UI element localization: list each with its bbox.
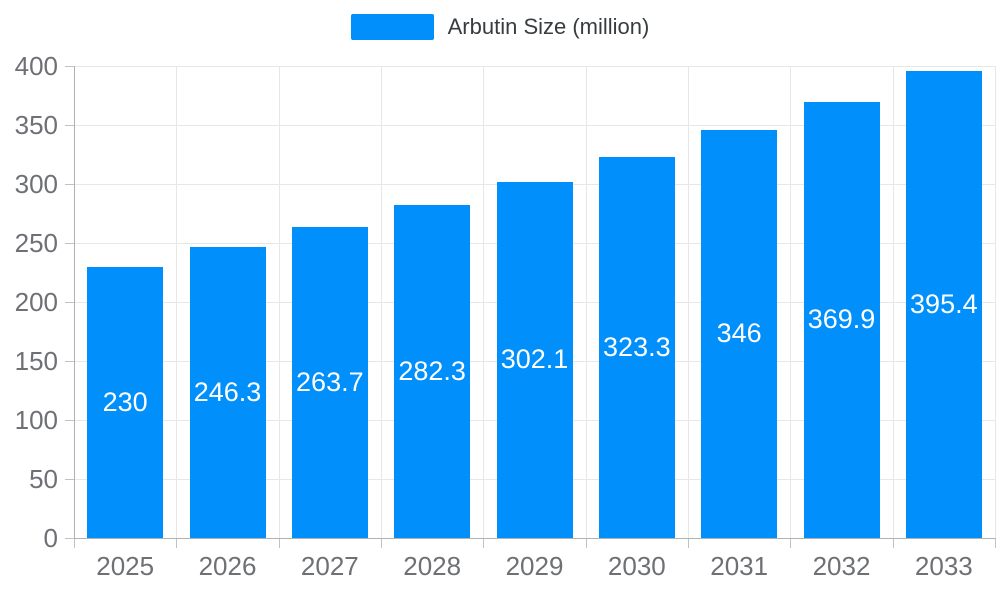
- bar-value-label: 302.1: [500, 344, 569, 375]
- vertical-gridline: [278, 66, 280, 538]
- x-axis-label: 2030: [607, 551, 666, 581]
- x-axis-label: 2031: [710, 551, 769, 581]
- y-axis-label: 200: [14, 287, 58, 317]
- x-axis-label: 2026: [198, 551, 257, 581]
- vertical-gridline: [585, 66, 587, 538]
- bar-value-label: 230: [102, 386, 148, 417]
- bar-value-label: 282.3: [398, 355, 466, 386]
- vertical-gridline: [995, 66, 996, 538]
- x-axis-label: 2033: [914, 551, 973, 581]
- y-axis-label: 300: [14, 169, 58, 199]
- vertical-gridline: [892, 66, 894, 538]
- y-axis-label: 100: [14, 405, 58, 435]
- plot-area: 230 246.3 263.7 282.3 302.1 323.3 346 369.9 395.…: [74, 66, 996, 538]
- bar[interactable]: 246.3: [189, 247, 266, 538]
- x-axis-label: 2029: [505, 551, 564, 581]
- y-axis-tick: [65, 243, 74, 244]
- legend-item[interactable]: Arbutin Size (million): [0, 14, 1000, 40]
- vertical-gridline: [790, 66, 792, 538]
- vertical-gridline: [176, 66, 178, 538]
- y-axis-tick: [65, 302, 74, 303]
- y-axis-label: 150: [14, 346, 58, 376]
- horizontal-gridline: [74, 125, 995, 126]
- y-axis-tick: [65, 66, 74, 67]
- x-axis-tick: [278, 539, 280, 548]
- x-axis-label: 2028: [403, 551, 462, 581]
- y-axis-tick: [65, 479, 74, 480]
- legend-label: Arbutin Size (million): [447, 14, 650, 39]
- y-axis-label: 50: [29, 464, 58, 494]
- vertical-gridline: [483, 66, 485, 538]
- bar[interactable]: 346: [701, 129, 778, 538]
- y-axis-tick: [65, 125, 74, 126]
- bar[interactable]: 395.4: [905, 71, 982, 538]
- x-axis-label: 2032: [812, 551, 871, 581]
- y-axis-tick: [65, 420, 74, 421]
- bar-value-label: 263.7: [296, 366, 364, 397]
- bar[interactable]: 323.3: [598, 156, 675, 538]
- bar-value-label: 346: [716, 318, 762, 349]
- bar-value-label: 395.4: [910, 289, 978, 320]
- bar-value-label: 246.3: [193, 377, 262, 408]
- y-axis-tick: [65, 361, 74, 362]
- y-axis-tick: [65, 538, 74, 539]
- x-axis-tick: [483, 539, 485, 548]
- x-axis-label: 2025: [96, 551, 155, 581]
- x-axis-tick: [995, 539, 996, 548]
- bar[interactable]: 230: [87, 266, 164, 538]
- bar[interactable]: 369.9: [803, 101, 880, 538]
- horizontal-gridline: [74, 66, 995, 67]
- bar-value-label: 323.3: [603, 331, 671, 362]
- y-axis-label: 350: [14, 110, 58, 140]
- bar-value-label: 369.9: [807, 304, 876, 335]
- bar[interactable]: 282.3: [394, 204, 471, 538]
- vertical-gridline: [688, 66, 689, 538]
- x-axis-tick: [176, 539, 178, 548]
- x-axis-tick: [688, 539, 689, 548]
- y-axis-line: [74, 66, 75, 547]
- x-axis-label: 2027: [300, 551, 359, 581]
- y-axis-tick: [65, 184, 74, 185]
- x-axis-tick: [585, 539, 587, 548]
- vertical-gridline: [381, 66, 382, 538]
- y-axis-label: 400: [14, 51, 58, 81]
- y-axis-label: 0: [43, 523, 58, 553]
- x-axis-line: [74, 538, 996, 539]
- x-axis-tick: [74, 539, 75, 548]
- y-axis-label: 250: [14, 228, 58, 258]
- bar[interactable]: 302.1: [496, 181, 573, 538]
- x-axis-tick: [892, 539, 894, 548]
- x-axis-tick: [790, 539, 792, 548]
- x-axis-tick: [381, 539, 382, 548]
- bar[interactable]: 263.7: [291, 226, 368, 538]
- legend-marker-swatch: [350, 14, 434, 40]
